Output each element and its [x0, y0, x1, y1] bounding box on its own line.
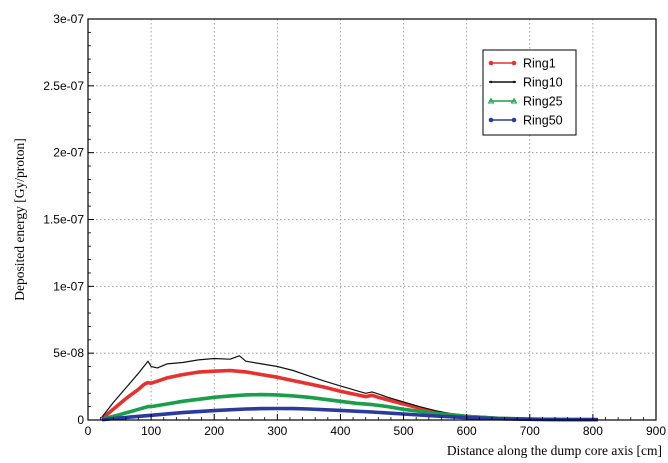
legend-label-ring25: Ring25: [523, 95, 563, 109]
legend-marker-triangle: [487, 97, 495, 104]
legend-marker-triangle: [510, 97, 518, 104]
legend-marker-circle: [511, 117, 517, 123]
x-tick-label: 500: [394, 424, 414, 438]
legend-marker-circle: [511, 60, 517, 66]
x-tick-label: 400: [330, 424, 350, 438]
y-tick-label: 0: [77, 413, 84, 427]
legend-marker-circle: [488, 60, 494, 66]
y-tick-label: 5e-08: [53, 346, 84, 360]
x-tick-label: 800: [583, 424, 603, 438]
y-tick-label: 1e-07: [53, 279, 84, 293]
legend-label-ring50: Ring50: [523, 114, 563, 128]
y-tick-label: 2e-07: [53, 146, 84, 160]
legend-label-ring10: Ring10: [523, 76, 563, 90]
x-tick-label: 900: [646, 424, 666, 438]
x-tick-label: 700: [520, 424, 540, 438]
y-tick-label: 2.5e-07: [43, 79, 84, 93]
legend-marker-circle: [488, 117, 494, 123]
y-tick-label: 1.5e-07: [43, 213, 84, 227]
legend-box: [482, 49, 577, 136]
legend-marker-dot: [489, 80, 493, 84]
y-axis-title: Deposited energy [Gy/proton]: [12, 138, 27, 300]
series-layer: [100, 355, 598, 422]
y-tick-label: 3e-07: [53, 12, 84, 26]
tick-layer: 0 100 200 300 400 500 600 700 800 900 0 5e-08 1e-07 1…: [43, 12, 666, 438]
legend-label-ring1: Ring1: [523, 57, 556, 71]
series-line-ring50: [101, 406, 598, 422]
x-axis-title: Distance along the dump core axis [cm]: [447, 443, 662, 458]
x-tick-label: 200: [204, 424, 224, 438]
x-tick-label: 100: [141, 424, 161, 438]
x-tick-label: 300: [267, 424, 287, 438]
x-tick-label: 0: [85, 424, 92, 438]
legend-marker-dot: [512, 80, 516, 84]
legend: Ring1 Ring10 Ring25 Ring50: [482, 49, 577, 136]
x-tick-label: 600: [457, 424, 477, 438]
